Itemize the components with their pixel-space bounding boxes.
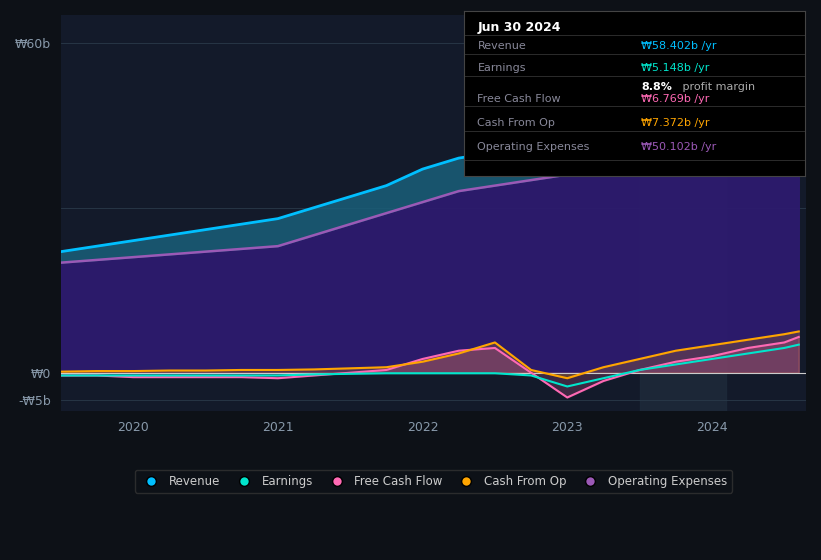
Text: 8.8%: 8.8% <box>641 82 672 92</box>
Text: Cash From Op: Cash From Op <box>478 118 555 128</box>
Bar <box>640 15 727 411</box>
Legend: Revenue, Earnings, Free Cash Flow, Cash From Op, Operating Expenses: Revenue, Earnings, Free Cash Flow, Cash … <box>135 470 732 492</box>
Text: Revenue: Revenue <box>478 41 526 51</box>
Text: Free Cash Flow: Free Cash Flow <box>478 94 561 104</box>
Text: ₩6.769b /yr: ₩6.769b /yr <box>641 94 709 104</box>
Text: ₩50.102b /yr: ₩50.102b /yr <box>641 142 716 152</box>
Text: ₩58.402b /yr: ₩58.402b /yr <box>641 41 717 51</box>
Text: Jun 30 2024: Jun 30 2024 <box>478 21 561 34</box>
Text: Operating Expenses: Operating Expenses <box>478 142 589 152</box>
Text: ₩5.148b /yr: ₩5.148b /yr <box>641 63 709 73</box>
Text: Earnings: Earnings <box>478 63 526 73</box>
Text: profit margin: profit margin <box>678 82 754 92</box>
Text: ₩7.372b /yr: ₩7.372b /yr <box>641 118 709 128</box>
